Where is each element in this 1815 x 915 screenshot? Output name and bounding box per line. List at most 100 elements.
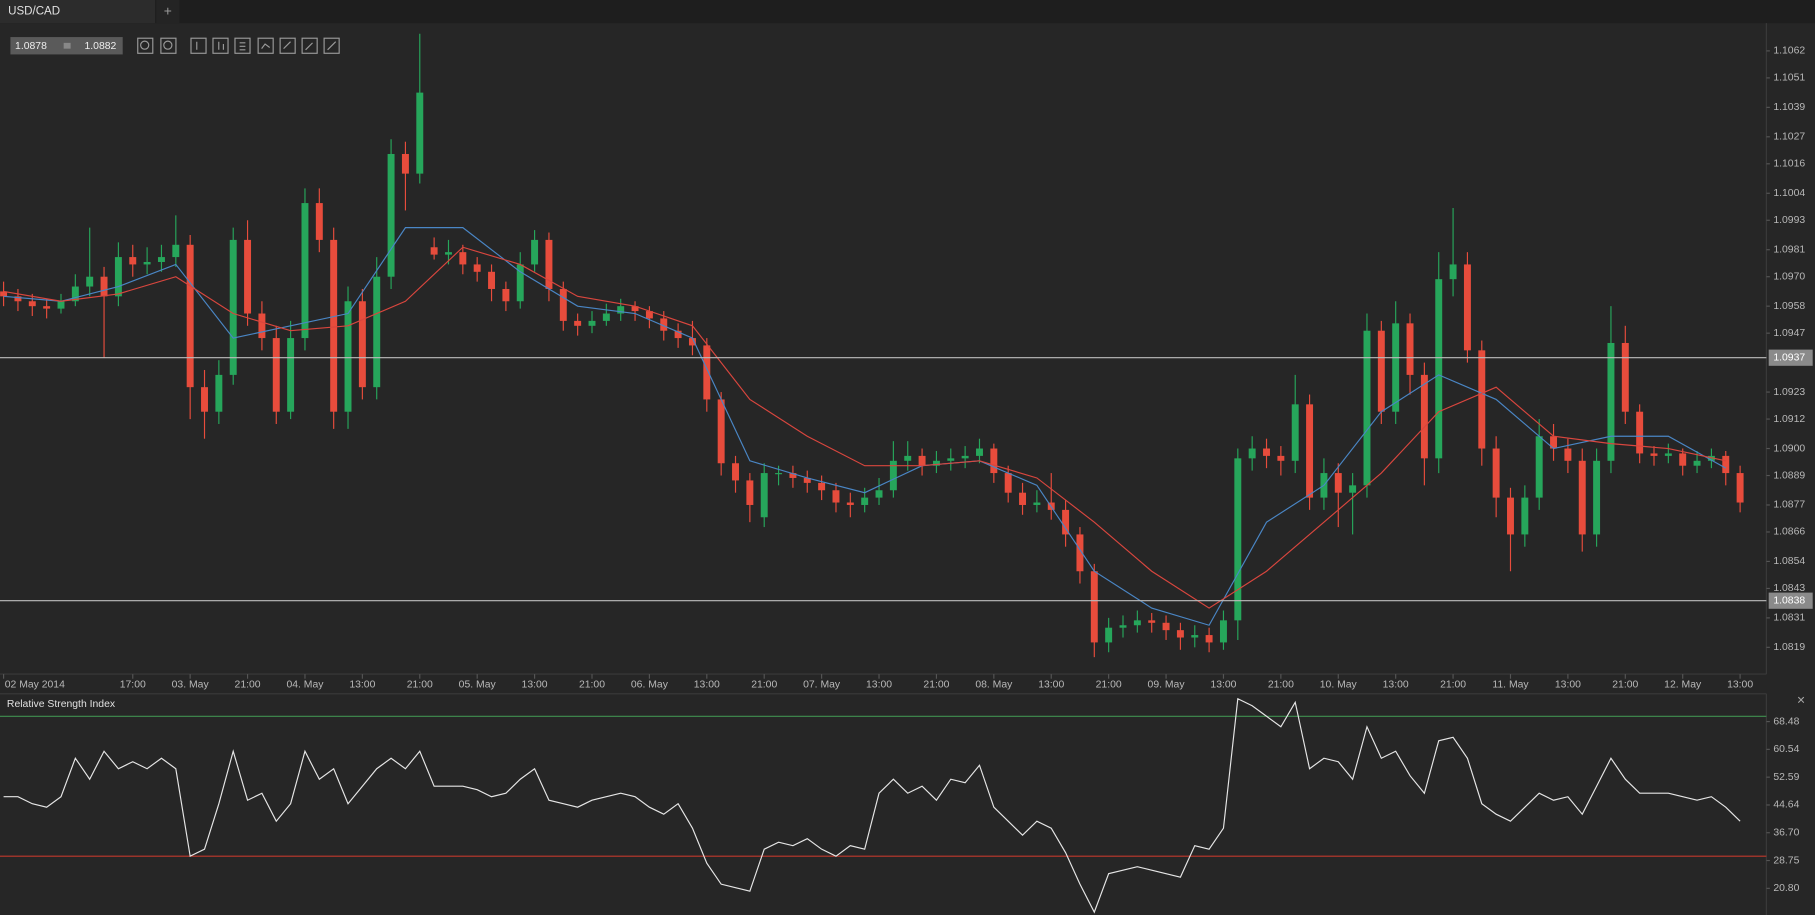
candle-body [1291, 404, 1299, 461]
candle-body [28, 301, 36, 307]
ask: 1.0882 [84, 41, 116, 52]
candle-body [459, 252, 467, 265]
candle-body [272, 338, 280, 412]
close-panel[interactable]: × [1797, 691, 1805, 707]
x-tick-label: 04. May [286, 679, 324, 690]
x-tick-label: 03. May [172, 679, 210, 690]
x-tick-label: 11. May [1492, 679, 1529, 690]
candle-body [602, 313, 610, 321]
x-tick-label: 17:00 [120, 679, 146, 690]
y-tick-label: 1.0877 [1773, 500, 1805, 511]
x-tick-label: 21:00 [1440, 679, 1466, 690]
zoom-in-icon [163, 40, 173, 50]
candle-body [430, 247, 438, 255]
y-tick-label: 1.0993 [1773, 215, 1805, 226]
candle-body [1392, 323, 1400, 412]
candle-body [1492, 448, 1500, 498]
candle-body [760, 473, 768, 518]
pen-button[interactable] [323, 37, 340, 54]
indicators-button[interactable] [234, 37, 251, 54]
candle-body [688, 338, 696, 346]
y-tick-label: 36.70 [1773, 827, 1799, 838]
candle-body [990, 448, 998, 474]
y-tick-label: 1.1027 [1773, 132, 1805, 143]
x-tick-label: 21:00 [1096, 679, 1122, 690]
candle-body [1234, 458, 1242, 621]
candle-body [832, 490, 840, 503]
candle-body [1363, 330, 1371, 486]
tab[interactable] [0, 0, 156, 24]
x-tick-label: 07. May [803, 679, 841, 690]
candle-body [1090, 571, 1098, 643]
add-tab[interactable] [156, 0, 180, 24]
candle-body [1377, 330, 1385, 412]
template-button[interactable] [279, 37, 296, 54]
candle-body [1478, 350, 1486, 449]
candle-body [0, 291, 8, 297]
y-tick-label: 1.0958 [1773, 301, 1805, 312]
period-button[interactable] [190, 37, 207, 54]
candle-body [1664, 453, 1672, 456]
y-tick-label: 44.64 [1773, 800, 1799, 811]
zoom-in[interactable] [160, 37, 177, 54]
x-tick-label: 21:00 [407, 679, 433, 690]
moving-average [3, 227, 1727, 626]
y-tick-label: 1.1004 [1773, 188, 1805, 199]
candle-body [732, 463, 739, 481]
candle-body [1736, 473, 1744, 503]
y-tick-label: 1.0981 [1773, 244, 1805, 255]
candle-body [186, 244, 194, 388]
candle-body [1248, 448, 1256, 459]
y-tick-label: 1.1062 [1773, 46, 1805, 57]
candle-body [244, 239, 252, 314]
candle-body [1693, 460, 1701, 466]
candle-body [660, 318, 668, 331]
candle-body [172, 244, 180, 258]
candle-body [1435, 279, 1443, 459]
x-tick-label: 13:00 [1727, 679, 1753, 690]
candle-body [1019, 492, 1027, 505]
x-tick-label: 21:00 [923, 679, 949, 690]
candle-body [215, 374, 223, 412]
candle-body [358, 301, 366, 388]
candle-body [1679, 453, 1687, 466]
candle-body [473, 264, 481, 272]
candle-body [889, 460, 897, 491]
y-tick-label: 68.48 [1773, 716, 1799, 727]
x-tick-label: 06. May [631, 679, 669, 690]
y-tick-label: 1.0819 [1773, 642, 1805, 653]
candle-body [746, 480, 754, 505]
drawing-button[interactable] [257, 37, 274, 54]
x-tick-label: 21:00 [235, 679, 261, 690]
candle-body [1105, 627, 1113, 643]
y-tick-label: 60.54 [1773, 744, 1799, 755]
y-tick-label: 1.0923 [1773, 387, 1805, 398]
candle-body [1277, 455, 1285, 461]
toolbar [137, 37, 340, 54]
candle-body [1205, 635, 1213, 643]
tab-title: USD/CAD [8, 6, 60, 18]
candle-body [1463, 264, 1471, 351]
candle-body [574, 320, 582, 326]
candle-body [559, 288, 567, 321]
add-tab-label: + [164, 2, 172, 18]
y-tick-label: 1.0947 [1773, 328, 1805, 339]
bid: 1.0878 [15, 41, 47, 52]
candle-body [674, 330, 682, 339]
candle-body [258, 313, 266, 339]
candle-body [875, 490, 883, 498]
chart-type-button[interactable] [212, 37, 229, 54]
y-tick-label: 1.0900 [1773, 443, 1805, 454]
candle-body [846, 502, 854, 505]
y-tick-label: 28.75 [1773, 855, 1799, 866]
candle-body [531, 239, 539, 265]
zoom-out[interactable] [137, 37, 154, 54]
candle-body [201, 387, 208, 412]
edit-button[interactable] [301, 37, 318, 54]
candle-body [803, 477, 811, 483]
candle-body [100, 276, 108, 297]
candle-body [1062, 509, 1070, 535]
candle-body [976, 448, 983, 456]
candle-body [315, 203, 323, 240]
x-tick-label: 02 May 2014 [5, 679, 65, 690]
